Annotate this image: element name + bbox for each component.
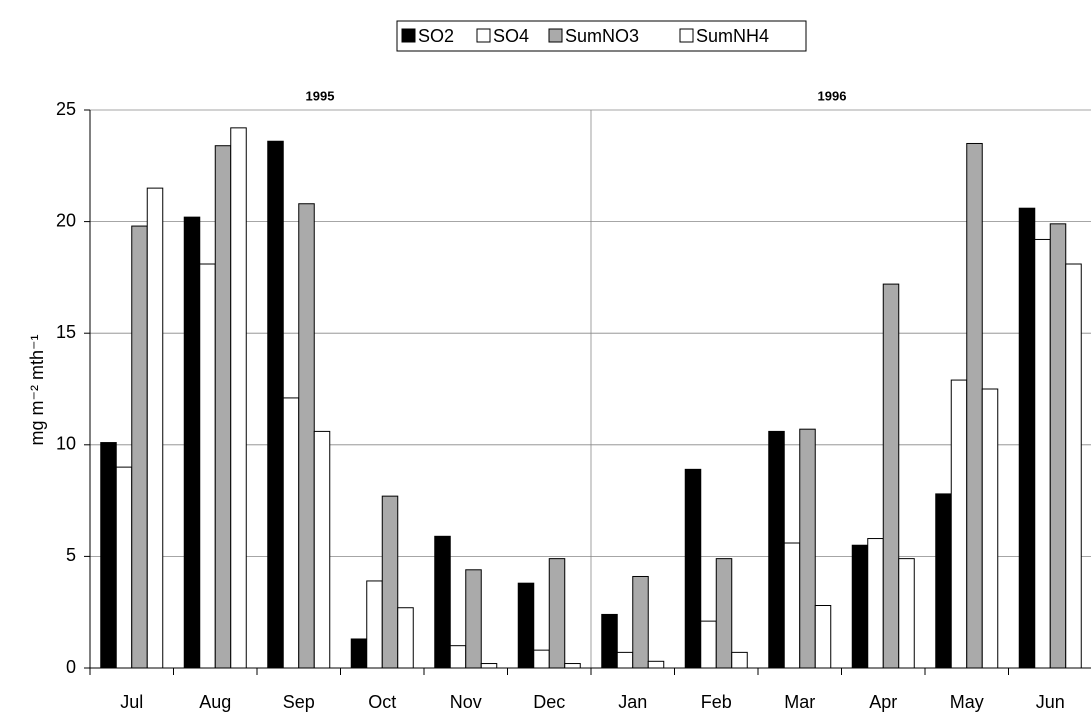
x-tick-label: Feb bbox=[701, 692, 732, 712]
bar bbox=[700, 620, 717, 669]
bar bbox=[684, 468, 702, 669]
bar bbox=[397, 607, 414, 669]
year-label: 1996 bbox=[818, 88, 847, 103]
bar bbox=[517, 582, 535, 669]
bar bbox=[601, 613, 618, 669]
bar bbox=[882, 283, 900, 669]
bar bbox=[434, 535, 451, 669]
bar bbox=[935, 493, 952, 669]
x-tick-label: Jan bbox=[618, 692, 647, 712]
bar bbox=[647, 660, 665, 669]
bar bbox=[313, 430, 331, 669]
year-label: 1995 bbox=[306, 88, 335, 103]
legend-label: SO2 bbox=[418, 26, 454, 46]
y-tick-label: 20 bbox=[56, 210, 76, 230]
bar bbox=[350, 638, 368, 669]
bar bbox=[214, 145, 232, 669]
bar bbox=[381, 495, 399, 669]
x-tick-label: Dec bbox=[533, 692, 565, 712]
bar bbox=[131, 225, 148, 669]
x-tick-label: Jul bbox=[120, 692, 143, 712]
y-tick-label: 5 bbox=[66, 545, 76, 565]
bar bbox=[230, 127, 247, 669]
bar bbox=[814, 605, 832, 669]
bar bbox=[731, 651, 748, 669]
legend-swatch bbox=[679, 28, 694, 43]
bar bbox=[115, 466, 133, 669]
y-tick-label: 0 bbox=[66, 657, 76, 677]
bar bbox=[950, 379, 968, 669]
bar bbox=[449, 645, 467, 669]
legend-box bbox=[396, 20, 807, 52]
legend-swatch bbox=[476, 28, 491, 43]
legend-label: SumNO3 bbox=[565, 26, 639, 46]
bar bbox=[1018, 207, 1036, 669]
legend-swatch bbox=[548, 28, 563, 43]
legend-swatch bbox=[401, 28, 416, 43]
bar bbox=[1034, 238, 1051, 669]
x-tick-label: Mar bbox=[784, 692, 815, 712]
bar bbox=[867, 538, 884, 669]
y-tick-label: 10 bbox=[56, 434, 76, 454]
bar bbox=[715, 558, 733, 669]
bar bbox=[146, 187, 164, 669]
x-tick-label: Aug bbox=[199, 692, 231, 712]
bar bbox=[799, 428, 816, 669]
bar bbox=[267, 140, 284, 669]
bar bbox=[783, 542, 801, 669]
y-tick-label: 15 bbox=[56, 322, 76, 342]
bar bbox=[564, 663, 581, 669]
bar bbox=[768, 430, 785, 669]
x-tick-label: Jun bbox=[1036, 692, 1065, 712]
bar bbox=[282, 397, 300, 669]
legend-label: SO4 bbox=[493, 26, 529, 46]
bar bbox=[851, 544, 869, 669]
bar bbox=[616, 651, 634, 669]
bar bbox=[366, 580, 383, 669]
x-tick-label: Sep bbox=[283, 692, 315, 712]
bar bbox=[199, 263, 216, 669]
bar bbox=[183, 216, 201, 669]
bar bbox=[465, 569, 482, 669]
x-tick-label: May bbox=[950, 692, 984, 712]
bar bbox=[966, 142, 983, 669]
legend-label: SumNH4 bbox=[696, 26, 769, 46]
y-tick-label: 25 bbox=[56, 99, 76, 119]
bar bbox=[632, 575, 649, 669]
x-tick-label: Nov bbox=[450, 692, 482, 712]
bar bbox=[898, 558, 915, 669]
bar bbox=[1049, 223, 1067, 669]
bar bbox=[298, 203, 315, 669]
bar bbox=[548, 558, 566, 669]
x-tick-label: Apr bbox=[869, 692, 897, 712]
bar bbox=[981, 388, 999, 669]
bar bbox=[1065, 263, 1082, 669]
bar bbox=[533, 649, 550, 669]
bar bbox=[480, 663, 498, 669]
bar bbox=[100, 442, 117, 669]
x-tick-label: Oct bbox=[368, 692, 396, 712]
y-axis-label: mg m⁻² mth⁻¹ bbox=[27, 334, 47, 445]
